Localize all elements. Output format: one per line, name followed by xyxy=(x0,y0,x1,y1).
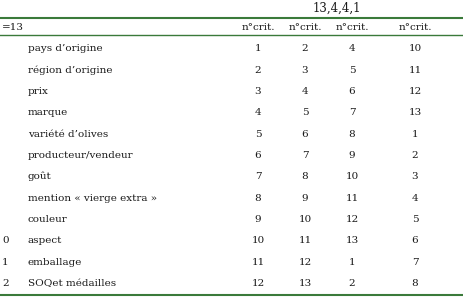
Text: 6: 6 xyxy=(302,130,308,138)
Text: marque: marque xyxy=(28,108,68,117)
Text: 1: 1 xyxy=(349,258,355,267)
Text: 5: 5 xyxy=(412,215,418,224)
Text: 1: 1 xyxy=(412,130,418,138)
Text: 10: 10 xyxy=(408,44,422,53)
Text: 4: 4 xyxy=(255,108,261,117)
Text: 3: 3 xyxy=(255,87,261,96)
Text: aspect: aspect xyxy=(28,236,63,245)
Text: 8: 8 xyxy=(349,130,355,138)
Text: 8: 8 xyxy=(412,279,418,288)
Text: 2: 2 xyxy=(349,279,355,288)
Text: 7: 7 xyxy=(412,258,418,267)
Text: 5: 5 xyxy=(255,130,261,138)
Text: 0: 0 xyxy=(2,236,9,245)
Text: 9: 9 xyxy=(302,194,308,203)
Text: =13: =13 xyxy=(2,24,24,32)
Text: 3: 3 xyxy=(302,65,308,75)
Text: goût: goût xyxy=(28,172,52,181)
Text: 13: 13 xyxy=(298,279,312,288)
Text: 5: 5 xyxy=(349,65,355,75)
Text: producteur/vendeur: producteur/vendeur xyxy=(28,151,134,160)
Text: 2: 2 xyxy=(255,65,261,75)
Text: 8: 8 xyxy=(255,194,261,203)
Text: 12: 12 xyxy=(408,87,422,96)
Text: 10: 10 xyxy=(345,172,359,181)
Text: 4: 4 xyxy=(302,87,308,96)
Text: 9: 9 xyxy=(255,215,261,224)
Text: couleur: couleur xyxy=(28,215,68,224)
Text: emballage: emballage xyxy=(28,258,82,267)
Text: région d’origine: région d’origine xyxy=(28,65,113,75)
Text: 13: 13 xyxy=(408,108,422,117)
Text: 9: 9 xyxy=(349,151,355,160)
Text: pays d’origine: pays d’origine xyxy=(28,44,103,53)
Text: n°crit.: n°crit. xyxy=(335,24,369,32)
Text: prix: prix xyxy=(28,87,49,96)
Text: 11: 11 xyxy=(345,194,359,203)
Text: 7: 7 xyxy=(255,172,261,181)
Text: 8: 8 xyxy=(302,172,308,181)
Text: 1: 1 xyxy=(255,44,261,53)
Text: 5: 5 xyxy=(302,108,308,117)
Text: 1: 1 xyxy=(2,258,9,267)
Text: n°crit.: n°crit. xyxy=(241,24,275,32)
Text: 12: 12 xyxy=(298,258,312,267)
Text: 6: 6 xyxy=(412,236,418,245)
Text: 12: 12 xyxy=(251,279,265,288)
Text: 6: 6 xyxy=(349,87,355,96)
Text: 3: 3 xyxy=(412,172,418,181)
Text: 10: 10 xyxy=(298,215,312,224)
Text: n°crit.: n°crit. xyxy=(288,24,322,32)
Text: 13,4,4,1: 13,4,4,1 xyxy=(312,2,361,15)
Text: 4: 4 xyxy=(349,44,355,53)
Text: 13: 13 xyxy=(345,236,359,245)
Text: 6: 6 xyxy=(255,151,261,160)
Text: 10: 10 xyxy=(251,236,265,245)
Text: 7: 7 xyxy=(302,151,308,160)
Text: 2: 2 xyxy=(412,151,418,160)
Text: 12: 12 xyxy=(345,215,359,224)
Text: 2: 2 xyxy=(2,279,9,288)
Text: mention « vierge extra »: mention « vierge extra » xyxy=(28,194,157,203)
Text: 2: 2 xyxy=(302,44,308,53)
Text: 11: 11 xyxy=(251,258,265,267)
Text: 7: 7 xyxy=(349,108,355,117)
Text: 11: 11 xyxy=(298,236,312,245)
Text: variété d’olives: variété d’olives xyxy=(28,130,108,138)
Text: n°crit.: n°crit. xyxy=(398,24,432,32)
Text: SOQet médailles: SOQet médailles xyxy=(28,279,116,288)
Text: 11: 11 xyxy=(408,65,422,75)
Text: 4: 4 xyxy=(412,194,418,203)
